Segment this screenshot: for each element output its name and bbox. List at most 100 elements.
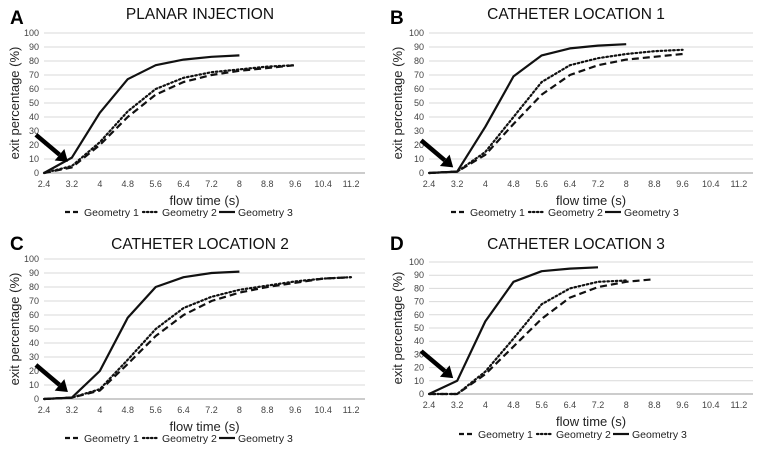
annotation-arrow-shaft: [419, 138, 447, 163]
x-tick-label: 9.6: [289, 405, 302, 415]
chart-panel-b: B CATHETER LOCATION 1 0 10 20 30 40 50 60 70 80 90 1…: [390, 6, 753, 219]
x-tick-label: 2.4: [423, 179, 436, 189]
x-tick-label: 5.6: [535, 400, 548, 410]
legend-label: Geometry 3: [238, 207, 293, 219]
x-tick-label: 8: [237, 179, 242, 189]
y-tick-label: 60: [29, 84, 39, 94]
y-tick-label: 70: [414, 297, 424, 307]
chart-title: CATHETER LOCATION 1: [487, 6, 665, 23]
x-tick-label: 10.4: [314, 179, 332, 189]
legend-label: Geometry 1: [478, 429, 533, 441]
legend-label: Geometry 3: [624, 207, 679, 219]
y-tick-label: 20: [29, 366, 39, 376]
annotation-arrow-shaft: [34, 363, 61, 387]
y-axis-label: exit percentage (%): [390, 272, 405, 385]
y-axis-label: exit percentage (%): [390, 47, 405, 160]
y-tick-label: 90: [414, 270, 424, 280]
y-tick-label: 100: [24, 28, 39, 38]
x-tick-label: 10.4: [702, 400, 720, 410]
y-tick-label: 10: [414, 154, 424, 164]
x-tick-label: 3.2: [66, 405, 79, 415]
legend-label: Geometry 1: [470, 207, 525, 219]
y-tick-label: 10: [29, 380, 39, 390]
y-tick-label: 20: [414, 140, 424, 150]
chart-panel-d: D CATHETER LOCATION 3 0 10 20 30 40 50 60 70 80 90 1…: [390, 234, 753, 441]
y-axis-label: exit percentage (%): [7, 47, 22, 160]
y-tick-label: 50: [29, 98, 39, 108]
annotation-arrow-head: [439, 154, 454, 168]
x-tick-label: 3.2: [66, 179, 79, 189]
x-tick-label: 8.8: [648, 400, 661, 410]
series-line-geometry-2: [427, 48, 684, 175]
x-tick-label: 11.2: [343, 179, 360, 189]
y-tick-label: 80: [29, 282, 39, 292]
x-tick-label: 4: [483, 400, 488, 410]
chart-title: PLANAR INJECTION: [126, 6, 274, 23]
series-line-geometry-3: [428, 43, 627, 175]
x-tick-label: 4.8: [121, 405, 134, 415]
y-tick-label: 30: [414, 349, 424, 359]
x-tick-label: 5.6: [149, 179, 162, 189]
x-tick-label: 7.2: [592, 400, 605, 410]
x-tick-label: 7.2: [205, 405, 218, 415]
x-tick-label: 6.4: [177, 179, 190, 189]
x-tick-label: 9.6: [676, 400, 689, 410]
x-tick-label: 4: [97, 179, 102, 189]
x-tick-label: 4.8: [507, 400, 520, 410]
x-tick-label: 4.8: [121, 179, 134, 189]
x-tick-label: 11.2: [343, 405, 360, 415]
y-tick-label: 0: [419, 168, 424, 178]
annotation-arrow-shaft: [34, 133, 61, 157]
y-tick-label: 30: [414, 126, 424, 136]
annotation-arrow-head: [54, 379, 68, 392]
y-tick-label: 20: [414, 363, 424, 373]
legend-label: Geometry 2: [556, 429, 611, 441]
y-tick-label: 30: [29, 126, 39, 136]
series-line-geometry-1: [43, 276, 352, 401]
legend-label: Geometry 1: [84, 207, 139, 219]
x-tick-label: 9.6: [676, 179, 689, 189]
legend-label: Geometry 3: [632, 429, 687, 441]
x-tick-label: 4: [483, 179, 488, 189]
y-tick-label: 60: [29, 310, 39, 320]
series-line-geometry-1: [428, 52, 683, 175]
x-tick-label: 11.2: [730, 179, 747, 189]
x-tick-label: 3.2: [451, 400, 464, 410]
chart-title: CATHETER LOCATION 2: [111, 236, 289, 253]
y-tick-label: 0: [34, 168, 39, 178]
x-tick-label: 6.4: [177, 405, 190, 415]
x-tick-label: 8.8: [261, 179, 274, 189]
legend-label: Geometry 1: [84, 433, 139, 445]
panel-label: C: [10, 234, 24, 255]
y-tick-label: 10: [414, 376, 424, 386]
x-axis-label: flow time (s): [556, 193, 626, 208]
x-tick-label: 3.2: [451, 179, 464, 189]
annotation-arrow-shaft: [419, 349, 447, 373]
y-tick-label: 70: [29, 70, 39, 80]
y-tick-label: 0: [34, 394, 39, 404]
x-tick-label: 2.4: [423, 400, 436, 410]
x-tick-label: 10.4: [314, 405, 332, 415]
y-tick-label: 30: [29, 352, 39, 362]
y-tick-label: 0: [419, 389, 424, 399]
x-axis-label: flow time (s): [556, 414, 626, 429]
y-tick-label: 100: [24, 254, 39, 264]
x-tick-label: 2.4: [38, 179, 51, 189]
panel-label: B: [390, 8, 404, 29]
x-tick-label: 8: [624, 400, 629, 410]
y-tick-label: 50: [414, 323, 424, 333]
chart-panel-a: A PLANAR INJECTION 0 10 20 30 40 50 60 70 80 90 100 2…: [7, 6, 365, 219]
annotation-arrow-head: [54, 148, 68, 162]
y-tick-label: 20: [29, 140, 39, 150]
x-tick-label: 6.4: [564, 400, 577, 410]
y-tick-label: 10: [29, 154, 39, 164]
y-tick-label: 90: [29, 42, 39, 52]
x-tick-label: 6.4: [564, 179, 577, 189]
x-tick-label: 7.2: [205, 179, 218, 189]
y-tick-label: 80: [414, 283, 424, 293]
x-tick-label: 11.2: [730, 400, 747, 410]
series-line-geometry-1: [43, 64, 296, 175]
x-axis-label: flow time (s): [169, 193, 239, 208]
annotation-arrow-head: [439, 365, 454, 379]
